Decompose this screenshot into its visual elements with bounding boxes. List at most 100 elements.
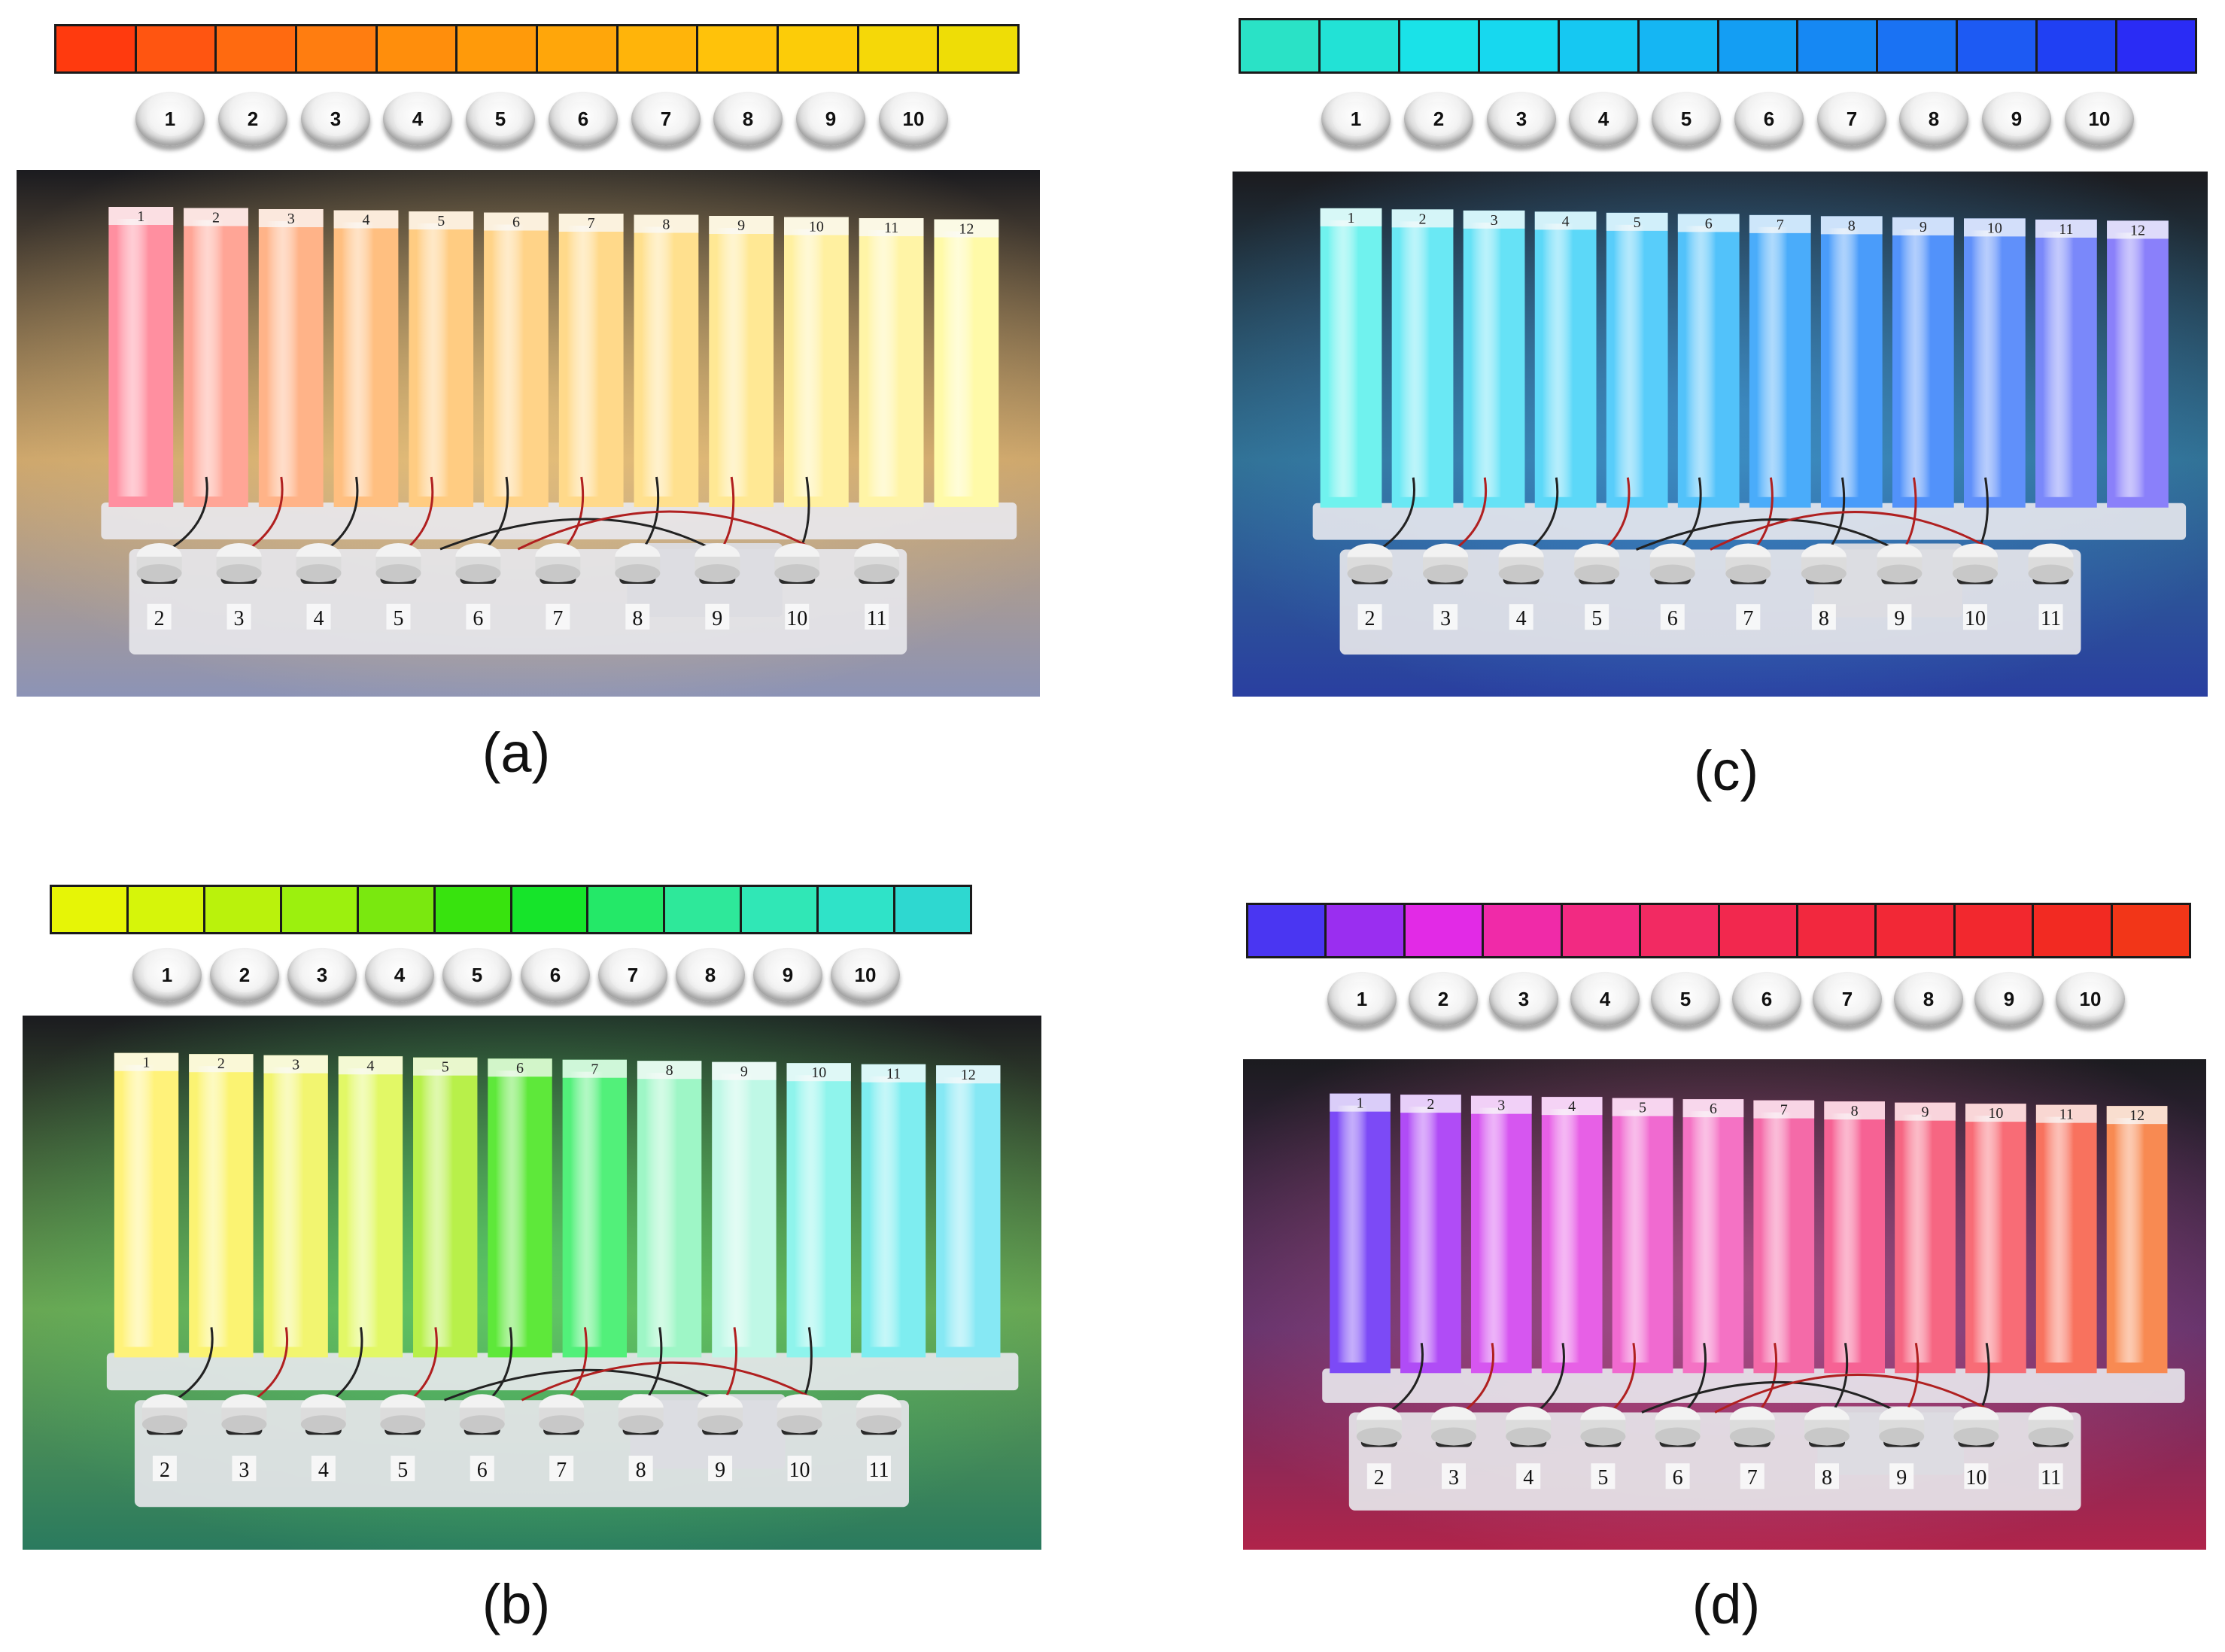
led-bar: 8 xyxy=(1824,1101,1885,1374)
bar-number-label: 2 xyxy=(217,1055,225,1072)
push-button: 11 xyxy=(2028,543,2074,630)
led-bar: 5 xyxy=(1612,1098,1673,1374)
led-bar: 4 xyxy=(338,1056,403,1358)
led-bar: 8 xyxy=(634,214,699,507)
bar-number-label: 11 xyxy=(884,220,898,236)
number-button[interactable]: 9 xyxy=(753,948,822,1002)
number-button[interactable]: 6 xyxy=(1734,92,1804,146)
led-bar: 12 xyxy=(934,219,999,507)
number-button[interactable]: 9 xyxy=(1974,972,2044,1026)
bar-number-label: 8 xyxy=(666,1062,673,1079)
board-number-label: 4 xyxy=(1516,607,1527,630)
bar-number-label: 12 xyxy=(2130,222,2145,238)
number-button[interactable]: 6 xyxy=(521,948,590,1002)
number-button[interactable]: 5 xyxy=(442,948,512,1002)
number-button[interactable]: 8 xyxy=(676,948,745,1002)
number-button[interactable]: 4 xyxy=(1570,972,1640,1026)
number-button[interactable]: 9 xyxy=(1982,92,2051,146)
board-number-label: 11 xyxy=(2041,607,2061,630)
led-bar: 12 xyxy=(2106,1106,2168,1374)
push-button: 6 xyxy=(1655,1406,1701,1490)
color-swatch xyxy=(1878,20,1959,71)
led-bar: 3 xyxy=(263,1055,328,1358)
number-button[interactable]: 3 xyxy=(301,92,370,146)
number-button[interactable]: 1 xyxy=(132,948,202,1002)
number-button[interactable]: 1 xyxy=(135,92,205,146)
number-button-label: 3 xyxy=(299,958,345,992)
number-button[interactable]: 10 xyxy=(2065,92,2134,146)
board-number-label: 7 xyxy=(1743,607,1753,630)
led-bars-photo: 1 2 3 4 5 6 7 8 9 10 11 12 2 3 4 5 6 7 8 9 10 11 xyxy=(1233,172,2208,697)
number-button[interactable]: 10 xyxy=(831,948,900,1002)
bar-number-label: 1 xyxy=(137,208,144,225)
board-number-label: 5 xyxy=(1591,607,1602,630)
color-swatch xyxy=(136,26,217,71)
number-button[interactable]: 8 xyxy=(1894,972,1963,1026)
bar-number-label: 9 xyxy=(740,1064,748,1080)
board-number-label: 11 xyxy=(2041,1466,2061,1490)
number-button[interactable]: 6 xyxy=(549,92,618,146)
number-button[interactable]: 7 xyxy=(1817,92,1886,146)
number-button[interactable]: 8 xyxy=(713,92,783,146)
number-button[interactable]: 4 xyxy=(1569,92,1638,146)
number-button[interactable]: 9 xyxy=(796,92,865,146)
push-button: 10 xyxy=(1953,1406,1999,1490)
led-bar: 5 xyxy=(1606,212,1668,508)
number-button[interactable]: 1 xyxy=(1327,972,1397,1026)
number-button[interactable]: 7 xyxy=(1813,972,1882,1026)
number-button[interactable]: 1 xyxy=(1321,92,1391,146)
number-button[interactable]: 5 xyxy=(1651,972,1720,1026)
board-number-label: 5 xyxy=(393,607,403,630)
led-bar: 6 xyxy=(1677,214,1740,508)
number-button[interactable]: 3 xyxy=(1487,92,1556,146)
bar-number-label: 8 xyxy=(1848,217,1856,234)
bar-number-label: 7 xyxy=(591,1061,598,1078)
number-button-label: 9 xyxy=(807,102,854,136)
color-swatch xyxy=(2117,20,2196,71)
led-bar: 12 xyxy=(2107,220,2169,508)
color-swatch xyxy=(205,887,282,932)
number-button[interactable]: 3 xyxy=(1489,972,1558,1026)
led-bar: 10 xyxy=(1965,1104,2026,1374)
bar-number-label: 7 xyxy=(588,215,595,232)
board-number-label: 10 xyxy=(786,607,807,630)
push-button: 9 xyxy=(695,543,740,630)
color-swatch xyxy=(1798,905,1877,956)
board-number-label: 7 xyxy=(552,607,563,630)
led-bar: 2 xyxy=(189,1054,254,1358)
number-button[interactable]: 2 xyxy=(1404,92,1473,146)
number-button[interactable]: 3 xyxy=(287,948,357,1002)
number-button[interactable]: 8 xyxy=(1899,92,1968,146)
number-button[interactable]: 10 xyxy=(879,92,948,146)
board-number-label: 5 xyxy=(397,1459,408,1482)
push-button: 7 xyxy=(539,1394,585,1482)
number-button[interactable]: 2 xyxy=(218,92,287,146)
number-button-label: 10 xyxy=(842,958,889,992)
number-button[interactable]: 4 xyxy=(383,92,452,146)
color-swatch xyxy=(1248,905,1327,956)
panel-caption: (d) xyxy=(1692,1573,1761,1635)
led-bar: 1 xyxy=(114,1052,179,1358)
bar-number-label: 9 xyxy=(1920,219,1927,235)
number-button-label: 7 xyxy=(643,102,689,136)
bar-number-label: 5 xyxy=(437,213,445,229)
bar-number-label: 3 xyxy=(1497,1098,1505,1114)
number-button[interactable]: 2 xyxy=(210,948,279,1002)
board-number-label: 6 xyxy=(477,1459,488,1482)
number-button[interactable]: 2 xyxy=(1409,972,1478,1026)
bar-number-label: 9 xyxy=(1921,1104,1929,1121)
number-button[interactable]: 6 xyxy=(1732,972,1801,1026)
number-button[interactable]: 10 xyxy=(2056,972,2125,1026)
bar-number-label: 7 xyxy=(1780,1102,1788,1119)
number-button[interactable]: 7 xyxy=(631,92,701,146)
push-button: 9 xyxy=(698,1394,743,1482)
number-button[interactable]: 5 xyxy=(1652,92,1721,146)
color-swatch xyxy=(779,26,859,71)
color-swatch xyxy=(742,887,819,932)
number-button[interactable]: 5 xyxy=(466,92,535,146)
number-button[interactable]: 7 xyxy=(598,948,667,1002)
number-button[interactable]: 4 xyxy=(365,948,434,1002)
number-button-label: 8 xyxy=(687,958,734,992)
number-button-label: 5 xyxy=(454,958,500,992)
push-button: 10 xyxy=(777,1394,822,1482)
